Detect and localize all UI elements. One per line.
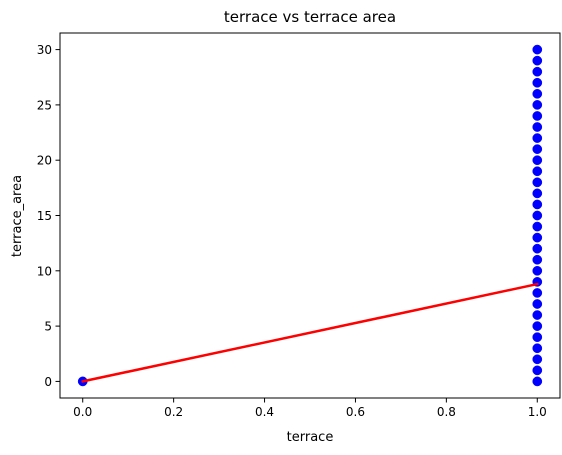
y-tick-label: 30 [37, 43, 52, 57]
scatter-point [532, 210, 543, 221]
x-tick-label: 0.8 [437, 405, 456, 419]
x-axis-ticks: 0.0 0.2 0.4 0.6 0.8 1.0 [73, 398, 547, 419]
scatter-point [532, 332, 543, 343]
scatter-point [532, 265, 543, 276]
scatter-point [532, 376, 543, 387]
scatter-point [532, 343, 543, 354]
scatter-point [532, 77, 543, 88]
scatter-point [532, 177, 543, 188]
x-tick-label: 1.0 [528, 405, 547, 419]
plot-area [77, 44, 543, 387]
scatter-point [532, 188, 543, 199]
y-tick-label: 10 [37, 264, 52, 278]
scatter-point [532, 88, 543, 99]
scatter-point [532, 66, 543, 77]
regression-line [81, 282, 539, 383]
scatter-point [532, 321, 543, 331]
scatter-point [532, 365, 543, 376]
scatter-point [532, 55, 543, 66]
scatter-point [532, 221, 543, 232]
y-tick-label: 0 [44, 375, 52, 389]
x-tick-label: 0.0 [73, 405, 92, 419]
chart-title: terrace vs terrace area [224, 8, 396, 26]
scatter-point [532, 254, 543, 265]
scatter-point [532, 243, 543, 254]
scatter-point [532, 133, 543, 143]
scatter-point [532, 44, 543, 55]
scatter-point [532, 310, 543, 320]
scatter-point [532, 155, 543, 166]
scatter-point [532, 144, 543, 154]
scatter-point [532, 122, 543, 132]
scatter-point [532, 299, 543, 309]
scatter-point [532, 166, 543, 177]
scatter-point [532, 100, 543, 110]
x-tick-label: 0.2 [164, 405, 183, 419]
y-tick-label: 20 [37, 154, 52, 168]
scatter-point [532, 199, 543, 210]
y-axis-ticks: 0 5 10 15 20 25 30 [37, 43, 60, 389]
y-tick-label: 5 [44, 320, 52, 334]
x-axis-label: terrace [287, 430, 334, 445]
scatter-point [532, 354, 543, 365]
scatter-point [532, 232, 543, 243]
y-tick-label: 15 [37, 209, 52, 223]
scatter-point [532, 111, 543, 121]
scatter-point [532, 288, 543, 298]
y-tick-label: 25 [37, 98, 52, 112]
x-tick-label: 0.4 [255, 405, 274, 419]
x-tick-label: 0.6 [346, 405, 365, 419]
y-axis-label: terrace_area [10, 175, 25, 257]
axes-frame [59, 32, 561, 399]
